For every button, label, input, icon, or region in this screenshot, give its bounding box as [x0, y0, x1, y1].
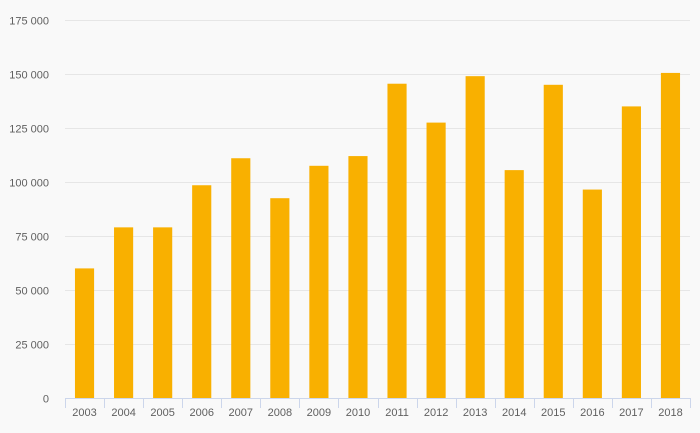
bar-2012: [426, 122, 446, 398]
x-axis: [65, 398, 691, 408]
x-tick-label: 2017: [619, 407, 643, 419]
bar-2004: [114, 227, 134, 398]
x-tick-label: 2018: [658, 407, 682, 419]
y-tick-label: 125 000: [9, 124, 49, 136]
y-tick-label: 75 000: [15, 232, 49, 244]
bar-2016: [582, 189, 602, 398]
x-tick-label: 2012: [424, 407, 448, 419]
x-tick-label: 2015: [541, 407, 565, 419]
y-tick-label: 175 000: [9, 16, 49, 28]
x-axis-labels: 2003 2004 2005 2006 2007 2008 2009 2010 2011 2012…: [72, 407, 682, 419]
y-tick-label: 50 000: [15, 286, 49, 298]
x-tick-label: 2009: [307, 407, 331, 419]
bar-2011: [387, 83, 407, 398]
bar-2006: [192, 185, 212, 398]
x-tick-label: 2014: [502, 407, 526, 419]
x-tick-label: 2011: [385, 407, 409, 419]
bar-2009: [309, 165, 329, 398]
y-axis-labels: 0 25 000 50 000 75 000 100 000 125 000 150 000…: [9, 16, 49, 406]
y-tick-label: 25 000: [15, 340, 49, 352]
x-tick-label: 2007: [229, 407, 253, 419]
bar-2017: [621, 106, 641, 399]
bar-2005: [153, 227, 173, 398]
x-tick-label: 2010: [346, 407, 370, 419]
x-tick-label: 2004: [111, 407, 135, 419]
x-tick-label: 2016: [580, 407, 604, 419]
bar-2010: [348, 156, 368, 398]
y-tick-label: 150 000: [9, 70, 49, 82]
bars: [74, 72, 681, 399]
bar-2013: [465, 76, 485, 398]
x-tick-label: 2003: [72, 407, 96, 419]
bar-2008: [270, 198, 290, 398]
y-tick-label: 100 000: [9, 178, 49, 190]
bar-2015: [543, 84, 563, 399]
x-tick-label: 2005: [150, 407, 174, 419]
bar-2018: [660, 72, 681, 399]
x-tick-label: 2013: [463, 407, 487, 419]
y-tick-label: 0: [43, 394, 49, 406]
x-tick-label: 2006: [189, 407, 213, 419]
bar-2003: [74, 268, 95, 398]
x-tick-label: 2008: [268, 407, 292, 419]
bar-2014: [504, 170, 524, 398]
bar-2007: [231, 158, 251, 398]
